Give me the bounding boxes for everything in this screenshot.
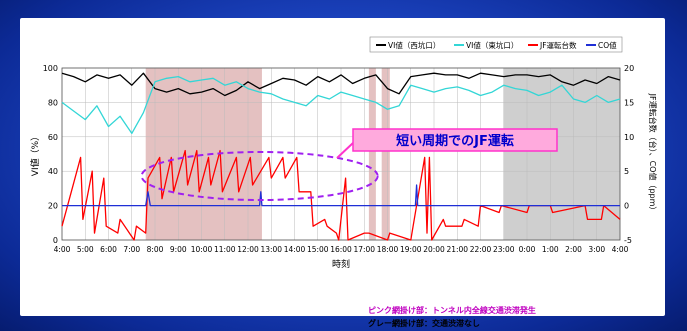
y-right-tick-5: 20 (624, 64, 634, 73)
note-gray: グレー網掛け部：交通渋滞なし (368, 319, 480, 328)
y-tick-5: 100 (43, 64, 58, 73)
y-right-tick-4: 15 (624, 98, 634, 107)
x-tick-3: 7:00 (123, 245, 140, 254)
x-tick-17: 21:00 (446, 245, 468, 254)
line-chart: 0 20 40 60 80 100 -5 0 5 10 15 20 4:00 5:00 6:00 7:00… (29, 36, 658, 270)
x-tick-8: 12:00 (237, 245, 259, 254)
series-line-2 (61, 149, 621, 241)
x-tick-2: 6:00 (100, 245, 117, 254)
x-tick-10: 14:00 (284, 245, 306, 254)
x-tick-0: 4:00 (54, 245, 71, 254)
y-right-tick-labels: -5 0 5 10 15 20 (624, 64, 634, 245)
x-tick-12: 16:00 (330, 245, 352, 254)
x-tick-7: 11:00 (214, 245, 236, 254)
callout-box (352, 128, 558, 152)
plot-border (61, 67, 621, 241)
y-right-tick-1: 0 (624, 202, 629, 211)
x-tick-23: 3:00 (588, 245, 605, 254)
series-line-0 (61, 72, 621, 97)
y-right-tick-2: 5 (624, 167, 629, 176)
x-tick-24: 4:00 (612, 245, 629, 254)
x-tick-5: 9:00 (170, 245, 187, 254)
x-tick-21: 1:00 (542, 245, 559, 254)
callout-text: 短い周期でのJF運転 (396, 133, 514, 149)
shaded-regions (145, 68, 620, 240)
y-right-tick-0: -5 (624, 236, 632, 245)
x-tick-18: 22:00 (470, 245, 492, 254)
x-tick-labels: 4:00 5:00 6:00 7:00 8:00 9:00 10:00 11:00 12:00 1… (54, 245, 629, 254)
x-tick-11: 15:00 (307, 245, 329, 254)
x-tick-9: 13:00 (260, 245, 282, 254)
x-tick-13: 17:00 (353, 245, 375, 254)
x-tick-20: 0:00 (519, 245, 536, 254)
callout-ellipse (140, 151, 379, 201)
x-tick-1: 5:00 (77, 245, 94, 254)
y-tick-2: 40 (48, 167, 58, 176)
legend-label-1: VI値（東坑口） (466, 40, 518, 50)
series-line-3 (62, 184, 620, 207)
series-line-1 (61, 75, 621, 135)
callout-arrow (336, 142, 354, 159)
note-pink: ピンク網掛け部：トンネル内全線交通渋滞発生 (368, 306, 536, 315)
shaded-region-0 (145, 68, 262, 240)
x-tick-19: 23:00 (493, 245, 515, 254)
y-right-axis-label: JF運転台数（台）、CO値（ppm） (648, 93, 658, 215)
shaded-region-1 (368, 68, 376, 240)
y-axis-label: VI値（%） (29, 132, 41, 176)
legend-label-3: CO値 (598, 40, 617, 50)
legend-label-2: JF運転台数 (539, 40, 577, 50)
x-tick-4: 8:00 (147, 245, 164, 254)
x-axis-label: 時刻 (332, 258, 350, 270)
shaded-region-2 (381, 68, 390, 240)
y-tick-0: 0 (53, 236, 58, 245)
legend-box (369, 36, 623, 53)
legend: VI値（西坑口） VI値（東坑口） JF運転台数 CO値 (369, 36, 623, 53)
x-tick-22: 2:00 (565, 245, 582, 254)
y-tick-4: 80 (48, 98, 58, 107)
legend-label-0: VI値（西坑口） (388, 40, 440, 50)
x-tick-14: 18:00 (377, 245, 399, 254)
x-tick-6: 10:00 (191, 245, 213, 254)
series-lines (61, 72, 621, 241)
y-tick-labels: 0 20 40 60 80 100 (43, 64, 58, 245)
y-tick-1: 20 (48, 202, 58, 211)
x-tick-15: 19:00 (400, 245, 422, 254)
y-right-tick-3: 10 (624, 133, 634, 142)
x-tick-16: 20:00 (423, 245, 445, 254)
y-tick-3: 60 (48, 133, 58, 142)
chart-panel: 0 20 40 60 80 100 -5 0 5 10 15 20 4:00 5:00 6:00 7:00… (20, 18, 665, 316)
